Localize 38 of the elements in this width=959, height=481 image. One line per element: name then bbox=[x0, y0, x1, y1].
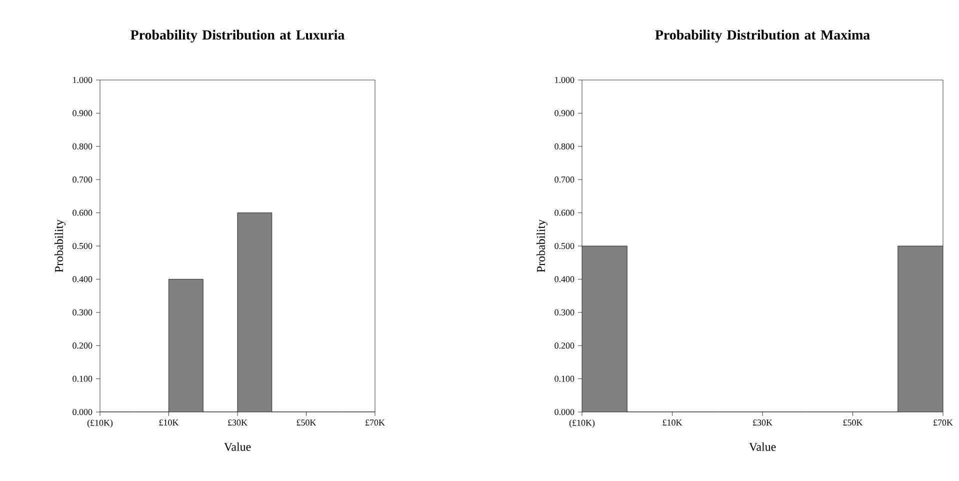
x-axis-title: Value bbox=[224, 442, 251, 451]
x-tick-label: £50K bbox=[296, 420, 316, 426]
y-axis-title: Probability bbox=[54, 219, 66, 272]
y-tick-label: 0.000 bbox=[554, 408, 574, 416]
y-tick-label: 0.300 bbox=[554, 309, 574, 316]
y-tick-label: 0.900 bbox=[72, 110, 92, 116]
y-tick-label: 0.700 bbox=[72, 176, 92, 183]
y-tick-label: 0.000 bbox=[72, 408, 92, 416]
y-axis-title: Probability bbox=[536, 219, 548, 272]
x-tick-label: £70K bbox=[934, 420, 953, 426]
y-tick-label: 0.800 bbox=[72, 143, 92, 150]
x-axis-title: Value bbox=[749, 442, 776, 451]
y-tick-label: 0.900 bbox=[554, 110, 574, 116]
x-tick-label: £50K bbox=[843, 420, 863, 426]
x-tick-label: £10K bbox=[662, 420, 682, 426]
y-tick-label: 0.700 bbox=[554, 176, 574, 183]
y-tick-label: 0.200 bbox=[72, 342, 92, 349]
x-tick-label: £30K bbox=[753, 420, 772, 426]
y-tick-label: 0.500 bbox=[72, 242, 92, 250]
x-tick-label: £70K bbox=[366, 420, 385, 426]
y-tick-label: 1.000 bbox=[555, 76, 574, 84]
y-tick-label: 0.600 bbox=[72, 210, 92, 216]
y-tick-label: 0.100 bbox=[554, 376, 574, 382]
chart-title: Probability Distribution at Maxima bbox=[655, 30, 870, 43]
chart-title: Probability Distribution at Luxuria bbox=[130, 30, 344, 43]
y-tick-label: 0.400 bbox=[554, 276, 574, 282]
x-tick-label: £10K bbox=[159, 420, 179, 426]
y-tick-label: 0.600 bbox=[554, 210, 574, 216]
x-tick-label: (£10K) bbox=[87, 420, 113, 428]
y-tick-label: 0.500 bbox=[554, 242, 574, 250]
y-tick-label: 0.800 bbox=[554, 143, 574, 150]
y-tick-label: 0.100 bbox=[72, 376, 92, 382]
x-tick-label: (£10K) bbox=[569, 420, 595, 428]
y-tick-label: 0.400 bbox=[72, 276, 92, 282]
y-tick-label: 1.000 bbox=[73, 76, 92, 84]
y-tick-label: 0.200 bbox=[554, 342, 574, 349]
y-tick-label: 0.300 bbox=[72, 309, 92, 316]
x-tick-label: £30K bbox=[228, 420, 248, 426]
